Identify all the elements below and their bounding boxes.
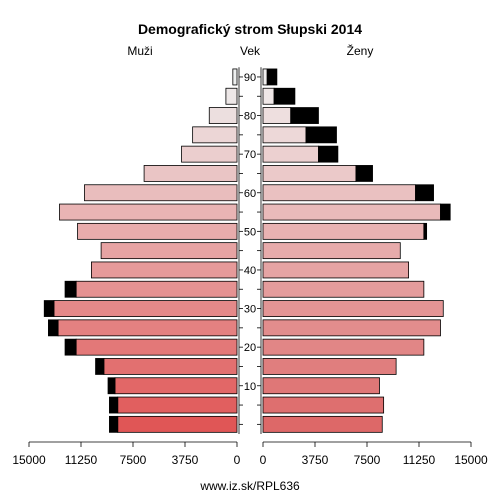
female-bar-20-24 [262,338,425,356]
male-bar-45-49 [100,242,238,260]
male-bar-90+ [232,68,238,86]
female-excess-bar-50-54 [423,222,428,240]
male-bar-35-39 [75,280,238,298]
male-bar-0-4 [117,415,238,433]
male-excess-bar-0-4 [109,415,119,433]
male-excess-bar-20-24 [64,338,77,356]
male-excess-bar-5-9 [109,396,119,414]
male-bar-20-24 [75,338,238,356]
x-tick-label-female: 7500 [354,453,381,467]
male-excess-bar-25-29 [48,319,59,337]
female-bar-55-59 [262,203,441,221]
female-excess-bar-55-59 [440,203,451,221]
male-excess-bar-30-34 [43,300,55,317]
female-bar-45-49 [262,242,401,260]
female-bar-65-69 [262,165,357,182]
age-tick-label: 50 [244,226,256,238]
male-excess-bar-15-19 [95,358,105,375]
female-excess-bar-70-74 [318,145,339,163]
female-bar-85-89 [262,87,275,105]
age-axis: 10 20 30 40 50 60 70 80 90 [238,67,262,434]
x-tick-label-female: 3750 [302,453,329,467]
male-bar-40-44 [91,261,238,279]
x-tick-label-male: 7500 [120,453,147,467]
x-tick-label-male: 11250 [65,453,98,467]
male-bar-25-29 [57,319,238,337]
female-excess-bar-90+ [266,68,278,86]
female-excess-bar-65-69 [355,165,373,182]
male-bar-60-64 [84,184,238,202]
female-bar-35-39 [262,280,425,298]
male-bar-10-14 [114,377,238,395]
chart-title: Demografický strom Słupski 2014 [138,21,362,37]
female-bar-50-54 [262,222,425,240]
male-bar-5-9 [117,396,238,414]
female-bar-30-34 [262,300,444,317]
male-bar-70-74 [181,145,238,163]
female-excess-bar-75-79 [305,126,337,144]
female-bar-75-79 [262,126,307,144]
age-tick-label: 30 [244,304,256,316]
x-tick-label-male: 3750 [172,453,199,467]
female-bars [262,68,451,433]
x-tick-label-male: 15000 [12,453,46,467]
x-tick-label-male: 0 [234,453,241,467]
male-bars [43,68,238,433]
female-bar-0-4 [262,415,383,433]
age-tick-label: 80 [244,111,256,123]
female-bar-5-9 [262,396,385,414]
female-bar-60-64 [262,184,416,202]
female-excess-bar-85-89 [273,87,296,105]
age-tick-label: 40 [244,265,256,277]
female-bar-40-44 [262,261,410,279]
x-axis: 15000 11250 7500 3750 0 0 3750 7500 11250 15000 [12,441,488,467]
female-excess-bar-60-64 [415,184,434,202]
x-tick-label-female: 11250 [403,453,436,467]
age-axis-label: Vek [240,44,261,58]
x-tick-label-female: 15000 [454,453,488,467]
male-bar-75-79 [192,126,238,144]
male-side-label: Muži [127,44,152,58]
male-bar-80-84 [208,107,238,124]
source-footer: www.iz.sk/RPL636 [199,479,300,493]
male-bar-85-89 [225,87,238,105]
female-bar-25-29 [262,319,441,337]
male-bar-65-69 [143,165,238,182]
female-bar-15-19 [262,358,397,375]
male-bar-55-59 [59,203,238,221]
female-bar-70-74 [262,145,319,163]
female-side-label: Ženy [347,43,374,58]
female-bar-10-14 [262,377,380,395]
male-excess-bar-10-14 [107,377,116,395]
age-tick-label: 60 [244,188,256,200]
age-tick-label: 10 [244,381,256,393]
female-bar-90+ [262,68,268,86]
male-bar-50-54 [77,222,238,240]
age-tick-label: 70 [244,149,256,161]
age-tick-label: 20 [244,342,256,354]
male-excess-bar-35-39 [64,280,77,298]
female-bar-80-84 [262,107,292,124]
x-tick-label-female: 0 [260,453,267,467]
male-bar-30-34 [53,300,238,317]
female-excess-bar-80-84 [290,107,319,124]
age-tick-label: 90 [244,72,256,84]
male-bar-15-19 [103,358,238,375]
